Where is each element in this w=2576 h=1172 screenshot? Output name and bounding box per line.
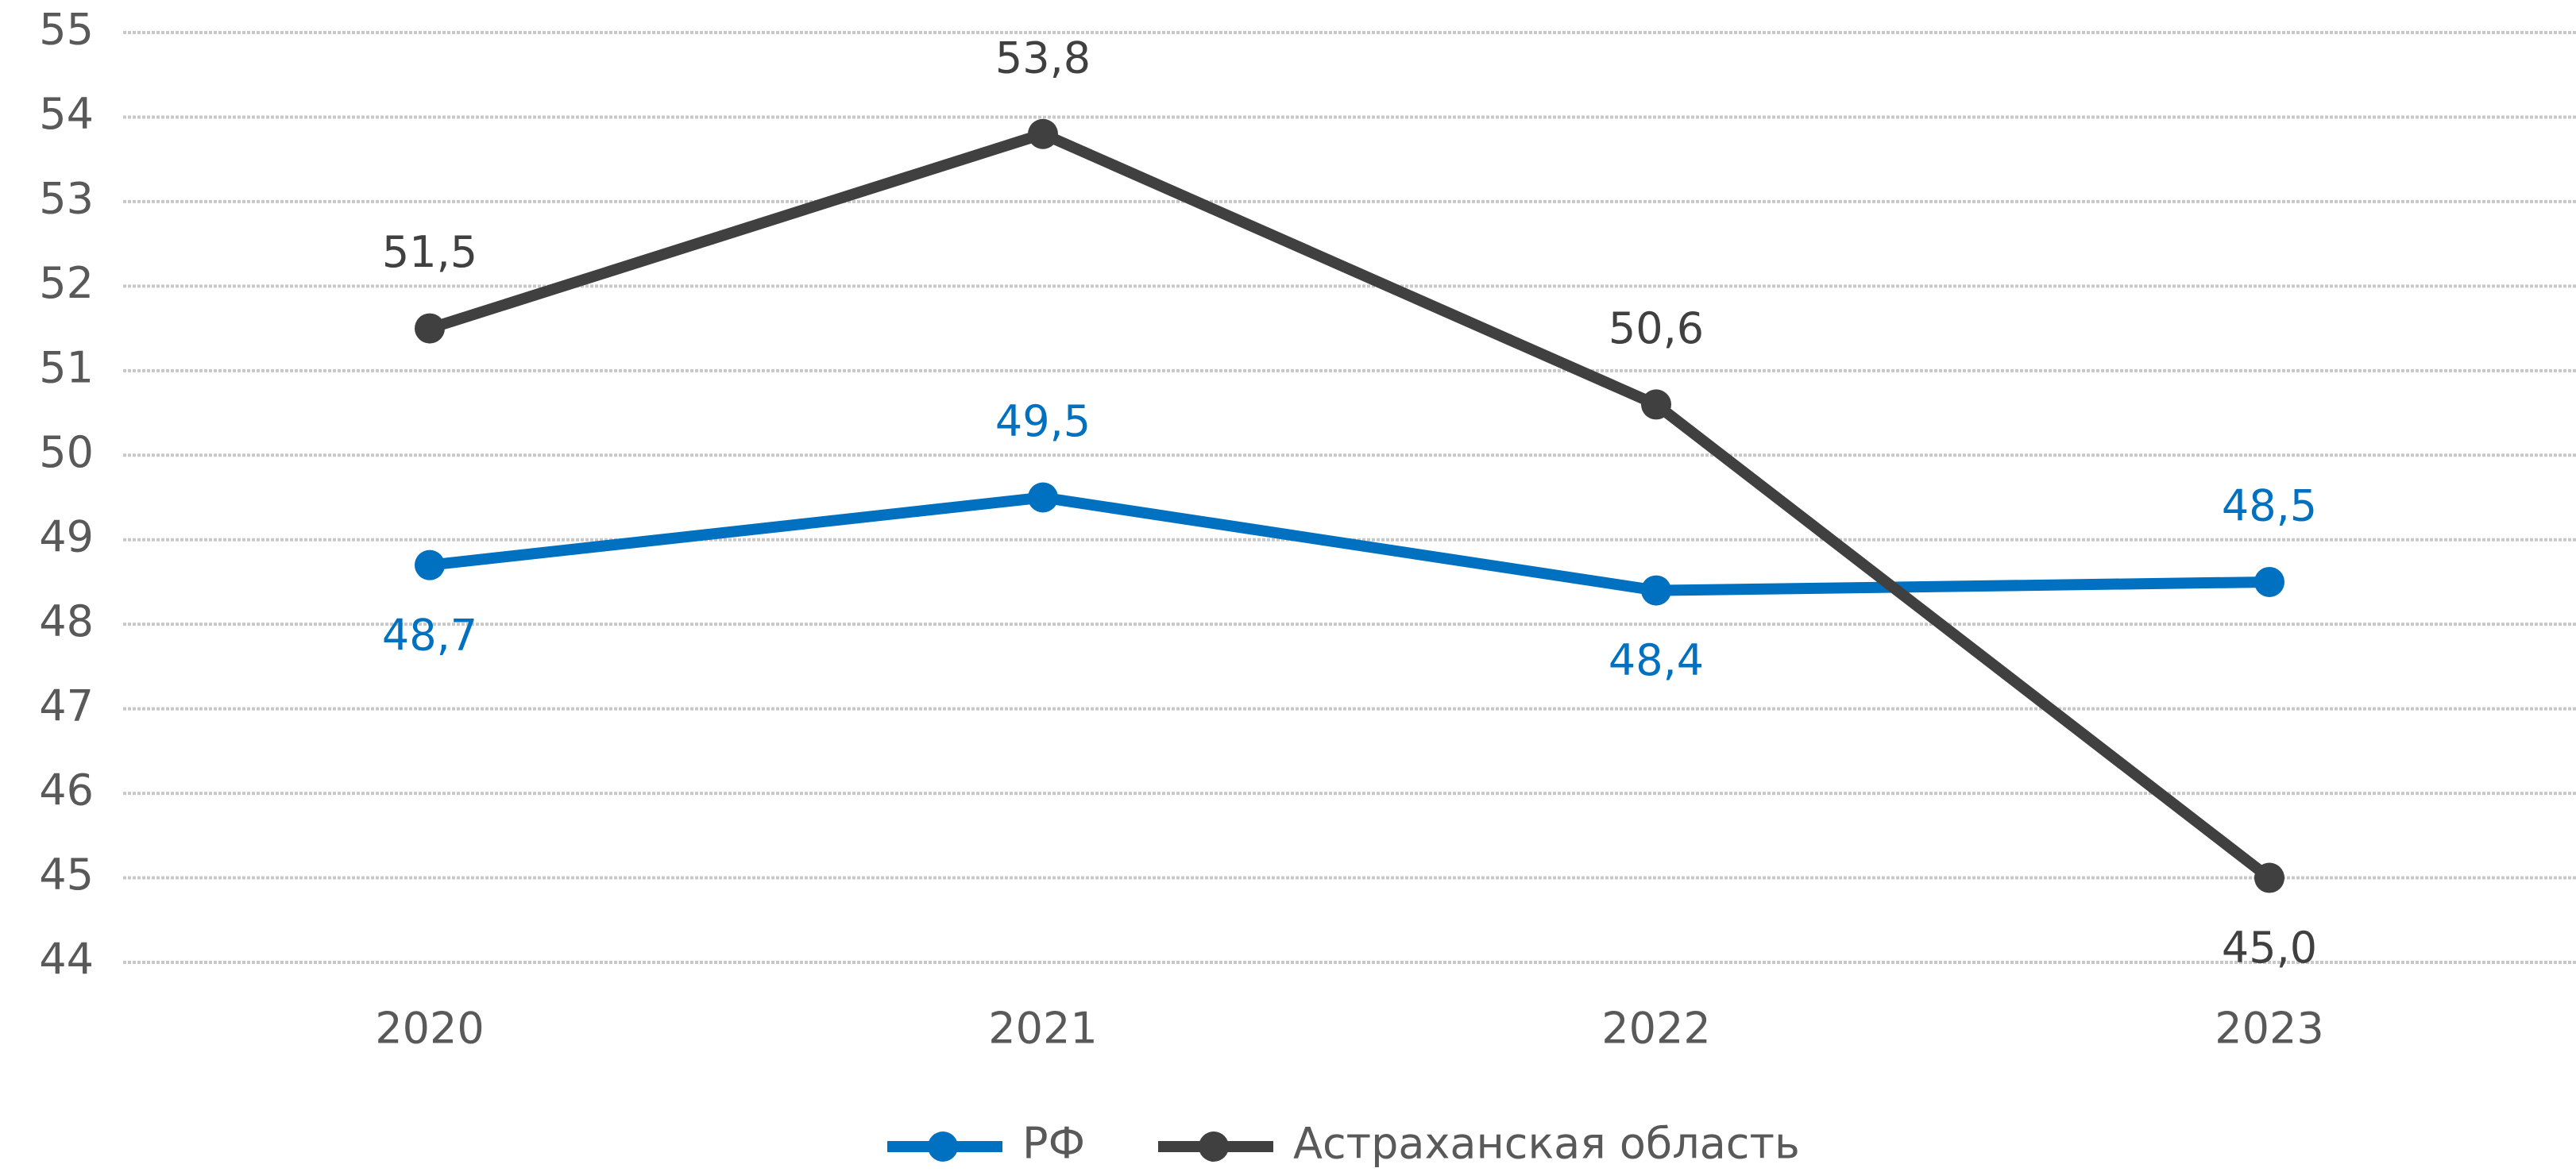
data-label: 50,6 <box>1609 303 1704 353</box>
legend-label: Астраханская область <box>1293 1119 1800 1169</box>
series-line <box>427 128 2273 883</box>
x-tick-label: 2020 <box>375 1004 484 1054</box>
y-tick-label: 45 <box>39 850 94 900</box>
data-label: 48,4 <box>1609 635 1704 685</box>
data-label: 51,5 <box>382 227 477 277</box>
y-tick-label: 49 <box>39 511 94 561</box>
y-tick-label: 44 <box>39 935 94 985</box>
marker <box>2254 566 2284 597</box>
legend-marker <box>928 1132 958 1162</box>
y-tick-label: 48 <box>39 596 94 646</box>
data-label: 49,5 <box>995 396 1091 446</box>
marker <box>415 313 445 344</box>
marker <box>415 549 445 580</box>
y-tick-label: 53 <box>39 174 94 224</box>
y-tick-label: 55 <box>39 5 94 55</box>
marker <box>1641 389 1671 420</box>
data-label: 48,7 <box>382 610 477 660</box>
series-line <box>429 492 2270 596</box>
y-tick-label: 52 <box>39 258 94 308</box>
x-tick-label: 2022 <box>1601 1004 1710 1054</box>
y-tick-label: 50 <box>39 427 94 477</box>
y-tick-label: 46 <box>39 765 94 815</box>
y-tick-label: 51 <box>39 342 94 392</box>
data-label: 45,0 <box>2222 923 2317 973</box>
marker <box>1028 118 1058 149</box>
data-label: 53,8 <box>995 33 1091 83</box>
marker <box>1028 482 1058 513</box>
data-label: 48,5 <box>2222 481 2317 531</box>
x-tick-label: 2021 <box>988 1004 1097 1054</box>
marker <box>2254 862 2284 893</box>
y-tick-label: 54 <box>39 89 94 139</box>
y-tick-label: 47 <box>39 680 94 731</box>
x-tick-label: 2023 <box>2215 1004 2323 1054</box>
marker <box>1641 575 1671 606</box>
legend-marker <box>1199 1132 1229 1162</box>
legend-label: РФ <box>1022 1119 1085 1169</box>
